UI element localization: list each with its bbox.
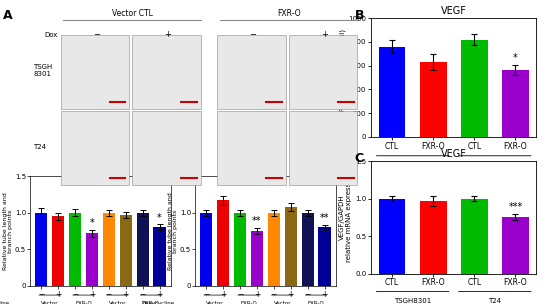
Text: **: ** (252, 216, 262, 226)
Text: Doxycycline: Doxycycline (0, 301, 10, 304)
Bar (35, 213, 47, 286)
Text: Vector
CTL: Vector CTL (108, 301, 126, 304)
Text: ***: *** (508, 202, 522, 212)
Text: T24: T24 (488, 163, 502, 169)
Bar (285, 207, 297, 286)
Title: T24: T24 (257, 167, 274, 175)
Text: T24: T24 (488, 298, 502, 304)
Y-axis label: Relative tube length and
branch points: Relative tube length and branch points (3, 192, 13, 270)
Text: *: * (90, 218, 94, 228)
Text: Dox: Dox (45, 32, 58, 38)
Bar (318, 227, 331, 286)
Bar (153, 227, 166, 286)
Text: FXR-O: FXR-O (75, 301, 92, 304)
Text: FXR-O: FXR-O (240, 301, 257, 304)
Text: Vector
CTL: Vector CTL (206, 301, 223, 304)
Bar (502, 70, 529, 137)
Text: FXR-O: FXR-O (307, 301, 324, 304)
Text: +: + (164, 30, 171, 40)
Bar (420, 62, 447, 137)
Bar (502, 217, 529, 274)
Bar (268, 213, 280, 286)
Bar (52, 216, 64, 286)
Text: +: + (321, 30, 328, 40)
Text: FXR-O: FXR-O (142, 301, 160, 304)
Bar (379, 47, 405, 137)
Bar (103, 213, 115, 286)
Bar (461, 199, 488, 274)
Title: TSGH 8301: TSGH 8301 (75, 167, 126, 175)
Bar (420, 201, 447, 274)
Title: VEGF: VEGF (441, 149, 467, 159)
Text: *: * (157, 213, 162, 223)
Text: Vector CTL: Vector CTL (112, 9, 152, 18)
Text: T24: T24 (33, 144, 46, 150)
Text: C: C (355, 152, 364, 165)
Y-axis label: VEGF concentration (pg/ml): VEGF concentration (pg/ml) (339, 29, 345, 126)
Bar (251, 231, 263, 286)
Bar (217, 200, 229, 286)
Bar (379, 199, 405, 274)
Bar (120, 215, 132, 286)
Bar (461, 40, 488, 137)
Text: A: A (3, 9, 12, 22)
Bar (69, 213, 81, 286)
Text: −: − (93, 30, 100, 40)
Text: −: − (250, 30, 256, 40)
Bar (200, 213, 212, 286)
Text: Vector
CTL: Vector CTL (41, 301, 58, 304)
Text: Doxycycline: Doxycycline (142, 301, 175, 304)
Text: Vector
CTL: Vector CTL (273, 301, 291, 304)
Text: **: ** (320, 213, 329, 223)
Text: FXR-O: FXR-O (277, 9, 300, 18)
Text: B: B (355, 9, 364, 22)
Y-axis label: VEGF/GAPDH
relative mRNA expression: VEGF/GAPDH relative mRNA expression (339, 172, 353, 262)
Title: VEGF: VEGF (441, 6, 467, 16)
Text: TSGH8301: TSGH8301 (394, 298, 431, 304)
Bar (301, 213, 314, 286)
Text: TSGH8301: TSGH8301 (394, 163, 431, 169)
Bar (234, 213, 246, 286)
Bar (86, 233, 98, 286)
Y-axis label: Relative tube length and
branch points: Relative tube length and branch points (168, 192, 178, 270)
Text: TSGH
8301: TSGH 8301 (33, 64, 52, 77)
Bar (136, 213, 149, 286)
Text: *: * (513, 53, 518, 63)
